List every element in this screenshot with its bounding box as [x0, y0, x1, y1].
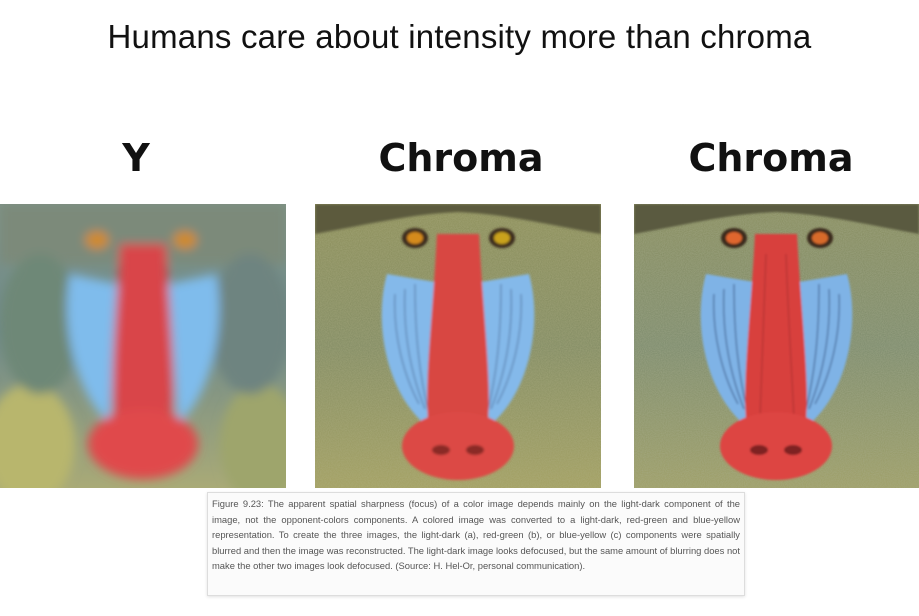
- mandrill-image-chroma-blue-yellow: [634, 204, 919, 488]
- figure-caption: Figure 9.23: The apparent spatial sharpn…: [207, 492, 745, 596]
- mandrill-blurred-light-dark-icon: [0, 204, 286, 488]
- panel-label-chroma-2: Chroma: [688, 136, 854, 180]
- panel-label-chroma-1: Chroma: [378, 136, 544, 180]
- mandrill-image-y-blurred: [0, 204, 286, 488]
- slide-title: Humans care about intensity more than ch…: [107, 18, 812, 55]
- mandrill-blurred-red-green-icon: [315, 204, 601, 488]
- mandrill-image-chroma-red-green: [315, 204, 601, 488]
- panel-label-y: Y: [122, 136, 150, 180]
- mandrill-blurred-blue-yellow-icon: [634, 204, 919, 488]
